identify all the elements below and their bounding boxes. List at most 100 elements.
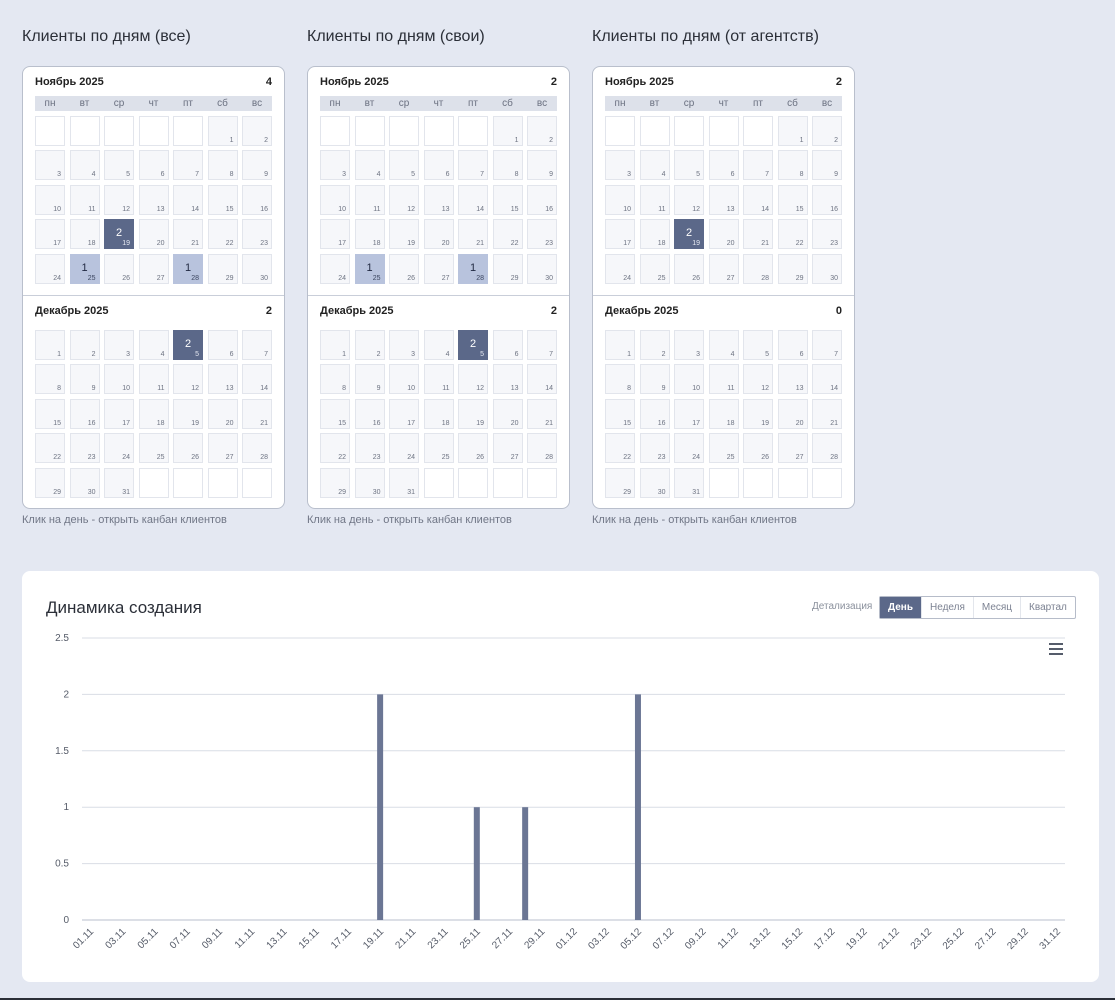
day-cell[interactable]: 28 xyxy=(812,433,842,464)
day-cell[interactable]: 7 xyxy=(173,150,203,181)
day-cell[interactable]: 5 xyxy=(743,330,773,360)
day-cell[interactable]: 30 xyxy=(527,253,557,284)
day-cell[interactable]: 6 xyxy=(492,330,523,360)
day-cell[interactable]: 14 xyxy=(743,184,773,215)
day-cell[interactable]: 2 19 xyxy=(674,219,704,250)
day-cell[interactable]: 29 xyxy=(320,467,350,498)
day-cell[interactable]: 2 xyxy=(242,116,272,146)
day-cell[interactable]: 25 xyxy=(423,433,454,464)
day-cell[interactable]: 17 xyxy=(35,219,65,250)
tab-week[interactable]: Неделя xyxy=(921,597,973,618)
day-cell[interactable]: 19 xyxy=(743,398,773,429)
day-cell[interactable]: 20 xyxy=(777,398,808,429)
day-cell[interactable]: 30 xyxy=(354,467,385,498)
day-cell[interactable]: 22 xyxy=(605,433,635,464)
day-cell[interactable]: 22 xyxy=(492,219,523,250)
day-cell[interactable]: 1 xyxy=(777,116,808,146)
day-cell[interactable]: 7 xyxy=(458,150,488,181)
day-cell[interactable]: 22 xyxy=(777,219,808,250)
day-cell[interactable]: 12 xyxy=(104,184,134,215)
day-cell[interactable]: 21 xyxy=(527,398,557,429)
day-cell[interactable]: 25 xyxy=(138,433,169,464)
day-cell[interactable]: 26 xyxy=(674,253,704,284)
day-cell[interactable]: 10 xyxy=(674,364,704,395)
day-cell[interactable]: 16 xyxy=(639,398,670,429)
day-cell[interactable]: 30 xyxy=(812,253,842,284)
day-cell[interactable]: 1 28 xyxy=(458,253,488,284)
day-cell[interactable]: 18 xyxy=(138,398,169,429)
day-cell[interactable]: 23 xyxy=(69,433,100,464)
hamburger-menu-icon[interactable] xyxy=(1049,643,1063,655)
day-cell[interactable]: 7 xyxy=(527,330,557,360)
day-cell[interactable]: 17 xyxy=(320,219,350,250)
day-cell[interactable]: 1 25 xyxy=(354,253,385,284)
day-cell[interactable]: 3 xyxy=(35,150,65,181)
day-cell[interactable]: 15 xyxy=(777,184,808,215)
day-cell[interactable]: 23 xyxy=(812,219,842,250)
day-cell[interactable]: 26 xyxy=(104,253,134,284)
day-cell[interactable]: 4 xyxy=(138,330,169,360)
day-cell[interactable]: 2 xyxy=(812,116,842,146)
day-cell[interactable]: 24 xyxy=(35,253,65,284)
day-cell[interactable]: 10 xyxy=(35,184,65,215)
day-cell[interactable]: 24 xyxy=(389,433,419,464)
day-cell[interactable]: 4 xyxy=(639,150,670,181)
day-cell[interactable]: 28 xyxy=(527,433,557,464)
day-cell[interactable]: 4 xyxy=(354,150,385,181)
day-cell[interactable]: 1 xyxy=(492,116,523,146)
day-cell[interactable]: 6 xyxy=(777,330,808,360)
day-cell[interactable]: 28 xyxy=(242,433,272,464)
day-cell[interactable]: 5 xyxy=(674,150,704,181)
day-cell[interactable]: 3 xyxy=(389,330,419,360)
day-cell[interactable]: 8 xyxy=(320,364,350,395)
day-cell[interactable]: 19 xyxy=(389,219,419,250)
day-cell[interactable]: 11 xyxy=(354,184,385,215)
day-cell[interactable]: 23 xyxy=(354,433,385,464)
day-cell[interactable]: 22 xyxy=(320,433,350,464)
day-cell[interactable]: 11 xyxy=(639,184,670,215)
tab-day[interactable]: День xyxy=(880,597,921,618)
day-cell[interactable]: 20 xyxy=(492,398,523,429)
day-cell[interactable]: 27 xyxy=(138,253,169,284)
day-cell[interactable]: 3 xyxy=(320,150,350,181)
day-cell[interactable]: 1 xyxy=(605,330,635,360)
day-cell[interactable]: 11 xyxy=(423,364,454,395)
day-cell[interactable]: 22 xyxy=(207,219,238,250)
day-cell[interactable]: 18 xyxy=(354,219,385,250)
day-cell[interactable]: 27 xyxy=(708,253,739,284)
day-cell[interactable]: 27 xyxy=(207,433,238,464)
day-cell[interactable]: 17 xyxy=(104,398,134,429)
day-cell[interactable]: 6 xyxy=(138,150,169,181)
day-cell[interactable]: 24 xyxy=(104,433,134,464)
day-cell[interactable]: 27 xyxy=(492,433,523,464)
day-cell[interactable]: 2 xyxy=(69,330,100,360)
day-cell[interactable]: 11 xyxy=(138,364,169,395)
day-cell[interactable]: 17 xyxy=(605,219,635,250)
day-cell[interactable]: 9 xyxy=(527,150,557,181)
day-cell[interactable]: 16 xyxy=(527,184,557,215)
day-cell[interactable]: 25 xyxy=(639,253,670,284)
day-cell[interactable]: 13 xyxy=(138,184,169,215)
day-cell[interactable]: 22 xyxy=(35,433,65,464)
day-cell[interactable]: 9 xyxy=(812,150,842,181)
day-cell[interactable]: 18 xyxy=(639,219,670,250)
day-cell[interactable]: 30 xyxy=(69,467,100,498)
day-cell[interactable]: 9 xyxy=(69,364,100,395)
day-cell[interactable]: 1 xyxy=(320,330,350,360)
day-cell[interactable]: 13 xyxy=(492,364,523,395)
day-cell[interactable]: 14 xyxy=(527,364,557,395)
day-cell[interactable]: 2 xyxy=(527,116,557,146)
tab-quarter[interactable]: Квартал xyxy=(1020,597,1075,618)
day-cell[interactable]: 24 xyxy=(320,253,350,284)
day-cell[interactable]: 16 xyxy=(812,184,842,215)
day-cell[interactable]: 21 xyxy=(173,219,203,250)
day-cell[interactable]: 2 xyxy=(639,330,670,360)
day-cell[interactable]: 13 xyxy=(207,364,238,395)
day-cell[interactable]: 17 xyxy=(389,398,419,429)
day-cell[interactable]: 18 xyxy=(423,398,454,429)
day-cell[interactable]: 23 xyxy=(527,219,557,250)
day-cell[interactable]: 20 xyxy=(138,219,169,250)
day-cell[interactable]: 18 xyxy=(69,219,100,250)
day-cell[interactable]: 15 xyxy=(492,184,523,215)
